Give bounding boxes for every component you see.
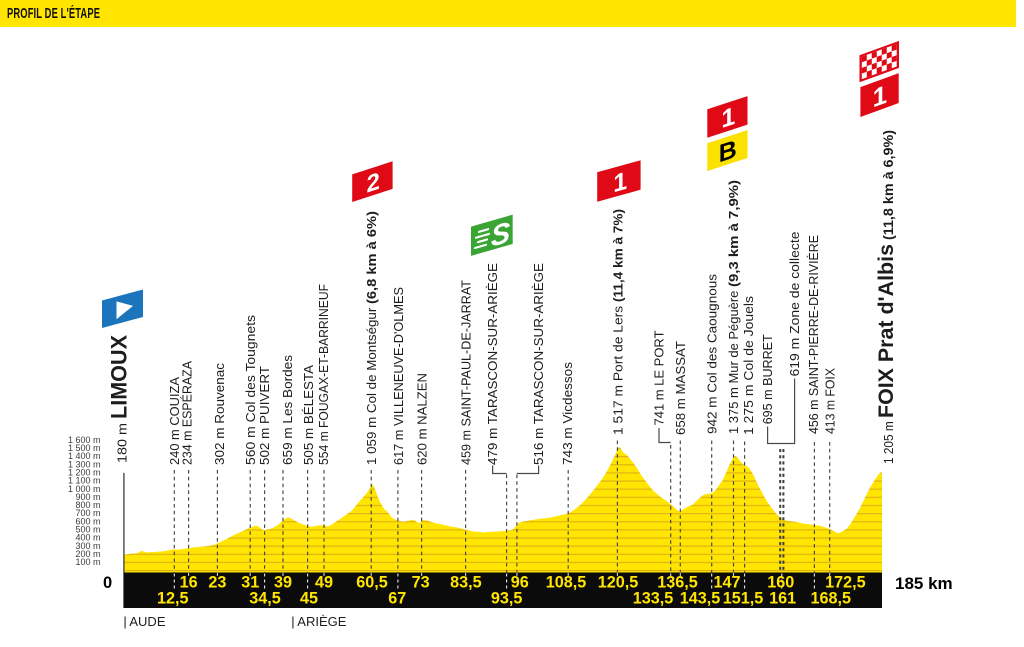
svg-text:45: 45 — [300, 590, 318, 608]
svg-text:67: 67 — [388, 590, 406, 608]
svg-text:39: 39 — [274, 574, 292, 592]
svg-text:1 059 m Col de Montségur: 1 059 m Col de Montségur — [364, 304, 379, 465]
svg-text:| ARIÈGE: | ARIÈGE — [291, 614, 346, 629]
svg-text:151,5: 151,5 — [723, 590, 764, 608]
svg-text:1 400 m: 1 400 m — [68, 451, 101, 461]
svg-text:741 m LE PORT: 741 m LE PORT — [651, 330, 666, 425]
svg-text:1 275 m Col de Jouels: 1 275 m Col de Jouels — [741, 295, 756, 435]
svg-text:400 m: 400 m — [75, 533, 100, 543]
svg-text:619 m Zone de collecte: 619 m Zone de collecte — [787, 232, 802, 377]
svg-text:456 m SAINT-PIERRE-DE-RIVIÈRE: 456 m SAINT-PIERRE-DE-RIVIÈRE — [806, 235, 821, 434]
svg-text:93,5: 93,5 — [491, 590, 523, 608]
svg-text:60,5: 60,5 — [356, 574, 388, 592]
svg-text:(6,8 km à 6%): (6,8 km à 6%) — [364, 211, 379, 304]
svg-text:1 517 m Port de Lers: 1 517 m Port de Lers — [611, 302, 626, 435]
svg-text:120,5: 120,5 — [598, 574, 639, 592]
svg-text:300 m: 300 m — [75, 541, 100, 551]
svg-text:1 205 m: 1 205 m — [881, 418, 896, 464]
svg-text:1 300 m: 1 300 m — [68, 459, 101, 469]
svg-text:413 m FOIX: 413 m FOIX — [823, 368, 838, 434]
svg-text:172,5: 172,5 — [825, 574, 866, 592]
svg-text:1: 1 — [873, 79, 888, 113]
svg-text:FOIX Prat d'Albis: FOIX Prat d'Albis — [874, 244, 898, 418]
svg-text:459 m SAINT-PAUL-DE-JARRAT: 459 m SAINT-PAUL-DE-JARRAT — [459, 280, 474, 465]
svg-text:200 m: 200 m — [75, 549, 100, 559]
svg-text:168,5: 168,5 — [810, 590, 851, 608]
svg-text:23: 23 — [208, 574, 226, 592]
svg-text:100 m: 100 m — [75, 557, 100, 567]
svg-text:(9,3 km à 7,9%): (9,3 km à 7,9%) — [726, 180, 741, 287]
svg-text:554 m FOUGAX-ET-BARRINEUF: 554 m FOUGAX-ET-BARRINEUF — [316, 284, 331, 465]
svg-text:| AUDE: | AUDE — [123, 614, 165, 629]
svg-text:659 m Les Bordes: 659 m Les Bordes — [280, 354, 295, 465]
svg-text:942 m Col des Caougnous: 942 m Col des Caougnous — [704, 273, 719, 434]
svg-text:108,5: 108,5 — [546, 574, 587, 592]
svg-text:185 km: 185 km — [895, 574, 953, 593]
svg-text:1 000 m: 1 000 m — [68, 484, 101, 494]
svg-text:0: 0 — [103, 574, 112, 592]
svg-text:(11,4 km à 7%): (11,4 km à 7%) — [611, 209, 626, 302]
svg-text:83,5: 83,5 — [450, 574, 482, 592]
svg-text:743 m Vicdessos: 743 m Vicdessos — [560, 361, 575, 465]
svg-text:(11,8 km à 6,9%): (11,8 km à 6,9%) — [881, 130, 896, 244]
svg-text:240 m COUIZA: 240 m COUIZA — [167, 377, 182, 465]
svg-text:600 m: 600 m — [75, 516, 100, 526]
svg-text:LIMOUX: LIMOUX — [107, 335, 132, 419]
svg-text:658 m MASSAT: 658 m MASSAT — [673, 341, 688, 435]
svg-text:160: 160 — [767, 574, 794, 592]
svg-text:800 m: 800 m — [75, 500, 100, 510]
svg-text:B: B — [719, 135, 737, 168]
svg-text:34,5: 34,5 — [249, 590, 281, 608]
svg-text:700 m: 700 m — [75, 508, 100, 518]
svg-text:1 600 m: 1 600 m — [68, 435, 101, 445]
svg-text:147: 147 — [713, 574, 740, 592]
svg-text:505 m BÉLESTA: 505 m BÉLESTA — [301, 365, 316, 465]
svg-text:302 m Rouvenac: 302 m Rouvenac — [212, 362, 227, 465]
svg-text:900 m: 900 m — [75, 492, 100, 502]
svg-text:516 m TARASCON-SUR-ARIÈGE: 516 m TARASCON-SUR-ARIÈGE — [531, 263, 546, 465]
svg-text:136,5: 136,5 — [657, 574, 698, 592]
svg-text:12,5: 12,5 — [157, 590, 189, 608]
svg-text:2: 2 — [367, 168, 380, 199]
svg-text:1 200 m: 1 200 m — [68, 468, 101, 478]
svg-text:479 m TARASCON-SUR-ARIÈGE: 479 m TARASCON-SUR-ARIÈGE — [485, 263, 500, 465]
svg-text:234 m ESPÉRAZA: 234 m ESPÉRAZA — [180, 361, 195, 465]
svg-text:1 100 m: 1 100 m — [68, 476, 101, 486]
svg-text:502 m PUIVERT: 502 m PUIVERT — [257, 366, 272, 465]
svg-text:133,5: 133,5 — [633, 590, 674, 608]
svg-text:1: 1 — [721, 102, 735, 134]
svg-text:73: 73 — [412, 574, 430, 592]
svg-text:31: 31 — [241, 574, 259, 592]
svg-text:1 500 m: 1 500 m — [68, 443, 101, 453]
svg-text:695 m BURRET: 695 m BURRET — [760, 334, 775, 424]
svg-text:1 375 m Mur de Péguère: 1 375 m Mur de Péguère — [726, 287, 741, 434]
svg-text:500 m: 500 m — [75, 525, 100, 535]
svg-text:16: 16 — [180, 574, 198, 592]
svg-text:96: 96 — [511, 574, 529, 592]
svg-text:143,5: 143,5 — [680, 590, 721, 608]
svg-text:180 m: 180 m — [115, 419, 130, 463]
svg-text:620 m NALZEN: 620 m NALZEN — [415, 373, 430, 465]
svg-text:49: 49 — [315, 574, 333, 592]
svg-text:1: 1 — [613, 167, 627, 198]
svg-text:617 m VILLENEUVE-D'OLMES: 617 m VILLENEUVE-D'OLMES — [391, 287, 406, 465]
svg-text:S: S — [491, 216, 511, 254]
svg-text:560 m Col des Tougnets: 560 m Col des Tougnets — [243, 314, 258, 465]
svg-text:161: 161 — [769, 590, 796, 608]
